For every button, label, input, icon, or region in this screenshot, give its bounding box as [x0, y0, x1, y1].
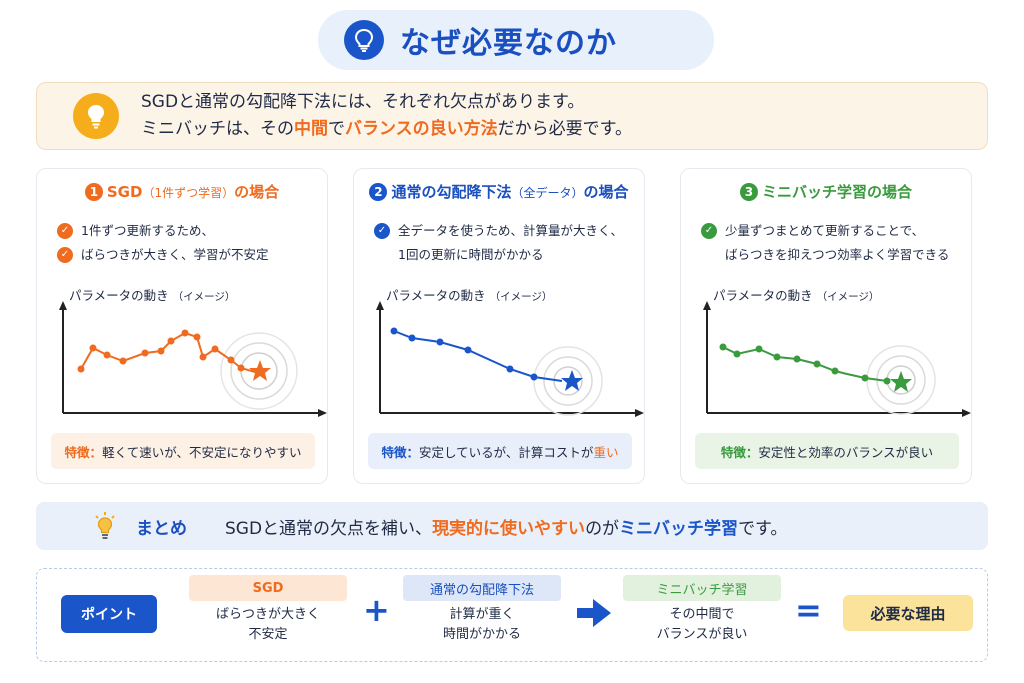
data-point — [237, 364, 245, 372]
card-title: 2 通常の勾配降下法（全データ）の場合 — [354, 181, 644, 202]
list-item: 1回の更新に時間がかかる — [398, 247, 544, 262]
point-column-full-gd: 通常の勾配降下法 計算が重く 時間がかかる — [403, 575, 561, 645]
chart-label: パラメータの動き （イメージ） — [386, 288, 553, 303]
intro-line-1: SGDと通常の勾配降下法には、それぞれ欠点があります。 — [141, 92, 585, 112]
point-column-minibatch: ミニバッチ学習 その中間で バランスが良い — [623, 575, 781, 645]
list-item: ✓ 少量ずつまとめて更新することで、 — [701, 219, 949, 243]
data-point — [157, 347, 165, 355]
data-point — [861, 374, 869, 382]
data-point — [199, 353, 207, 361]
data-point — [733, 350, 741, 358]
list-item: ✓ ばらつきが大きく、学習が不安定 — [57, 243, 269, 267]
data-point — [436, 338, 444, 346]
number-badge: 1 — [84, 183, 103, 201]
check-icon: ✓ — [701, 223, 717, 239]
card-full-gd: 2 通常の勾配降下法（全データ）の場合 ✓ 全データを使うため、計算量が大きく、 1… — [353, 168, 645, 484]
point-column-sgd: SGD ばらつきが大きく 不安定 — [189, 575, 347, 645]
bullet-list: ✓ 1件ずつ更新するため、 ✓ ばらつきが大きく、学習が不安定 — [57, 219, 269, 267]
intro-text: SGDと通常の勾配降下法には、それぞれ欠点があります。 ミニバッチは、その中間で… — [141, 89, 632, 143]
data-point — [89, 344, 97, 352]
data-point — [167, 337, 175, 345]
lightbulb-icon — [344, 20, 384, 60]
chart-label: パラメータの動き （イメージ） — [69, 288, 236, 303]
star-icon — [561, 370, 583, 391]
page-title: なぜ必要なのか — [400, 26, 617, 61]
chart-label: パラメータの動き （イメージ） — [713, 288, 880, 303]
data-point — [506, 365, 514, 373]
lightbulb-icon — [73, 93, 119, 139]
number-badge: 3 — [739, 183, 758, 201]
data-point — [227, 356, 235, 364]
intro-line-2: ミニバッチは、その中間でバランスの良い方法だから必要です。 — [141, 119, 632, 139]
parameter-path-chart — [59, 301, 327, 417]
data-point — [719, 343, 727, 351]
data-point — [119, 357, 127, 365]
data-point — [530, 373, 538, 381]
data-point — [773, 353, 781, 361]
result-badge: 必要な理由 — [843, 595, 973, 631]
plus-icon: + — [363, 591, 390, 629]
data-point — [193, 333, 201, 341]
equals-icon: = — [795, 591, 822, 629]
data-point — [883, 377, 891, 385]
point-text: ばらつきが大きく 不安定 — [215, 607, 320, 642]
intro-panel: SGDと通常の勾配降下法には、それぞれ欠点があります。 ミニバッチは、その中間で… — [36, 82, 988, 150]
data-point — [793, 355, 801, 363]
summary-label: まとめ — [136, 518, 187, 539]
list-item: ✓ 1件ずつ更新するため、 — [57, 219, 269, 243]
arrow-right-icon — [577, 599, 611, 631]
card-sgd: 1 SGD（1件ずつ学習）の場合 ✓ 1件ずつ更新するため、 ✓ ばらつきが大きく、学… — [36, 168, 328, 484]
summary-text: SGDと通常の欠点を補い、現実的に使いやすいのがミニバッチ学習です。 — [225, 518, 788, 539]
point-tag: SGD — [189, 575, 347, 601]
point-tag: ミニバッチ学習 — [623, 575, 781, 601]
data-point — [141, 349, 149, 357]
point-panel: ポイント SGD ばらつきが大きく 不安定 + 通常の勾配降下法 計算が重く 時間が… — [36, 568, 988, 662]
list-item: ✓ 全データを使うため、計算量が大きく、 — [374, 219, 623, 243]
data-point — [755, 345, 763, 353]
check-icon: ✓ — [57, 223, 73, 239]
summary-bar: まとめ SGDと通常の欠点を補い、現実的に使いやすいのがミニバッチ学習です。 — [36, 502, 988, 550]
star-icon — [890, 371, 912, 392]
data-point — [813, 360, 821, 368]
point-text: その中間で バランスが良い — [656, 607, 748, 642]
parameter-path-chart — [703, 301, 971, 417]
parameter-path-chart — [376, 301, 644, 417]
number-badge: 2 — [369, 183, 388, 201]
check-icon: ✓ — [57, 247, 73, 263]
feature-box: 特徴： 安定性と効率のバランスが良い — [695, 433, 959, 469]
lightbulb-icon — [90, 511, 120, 541]
data-point — [103, 351, 111, 359]
data-point — [77, 365, 85, 373]
star-icon — [249, 360, 271, 381]
list-item: ばらつきを抑えつつ効率よく学習できる — [725, 247, 950, 262]
data-point — [390, 327, 398, 335]
card-minibatch: 3 ミニバッチ学習の場合 ✓ 少量ずつまとめて更新することで、 ばらつきを抑えつつ効… — [680, 168, 972, 484]
data-point — [408, 334, 416, 342]
bullet-list: ✓ 少量ずつまとめて更新することで、 ばらつきを抑えつつ効率よく学習できる — [701, 219, 949, 267]
card-title: 3 ミニバッチ学習の場合 — [681, 181, 971, 202]
point-label: ポイント — [61, 595, 157, 633]
data-point — [831, 367, 839, 375]
check-icon: ✓ — [374, 223, 390, 239]
data-point — [181, 329, 189, 337]
point-text: 計算が重く 時間がかかる — [442, 607, 521, 642]
page-title-banner: なぜ必要なのか — [318, 10, 714, 70]
data-point — [211, 345, 219, 353]
feature-box: 特徴： 軽くて速いが、不安定になりやすい — [51, 433, 315, 469]
feature-box: 特徴： 安定しているが、計算コストが 重い — [368, 433, 632, 469]
data-point — [464, 346, 472, 354]
bullet-list: ✓ 全データを使うため、計算量が大きく、 1回の更新に時間がかかる — [374, 219, 623, 267]
point-tag: 通常の勾配降下法 — [403, 575, 561, 601]
card-title: 1 SGD（1件ずつ学習）の場合 — [37, 181, 327, 202]
